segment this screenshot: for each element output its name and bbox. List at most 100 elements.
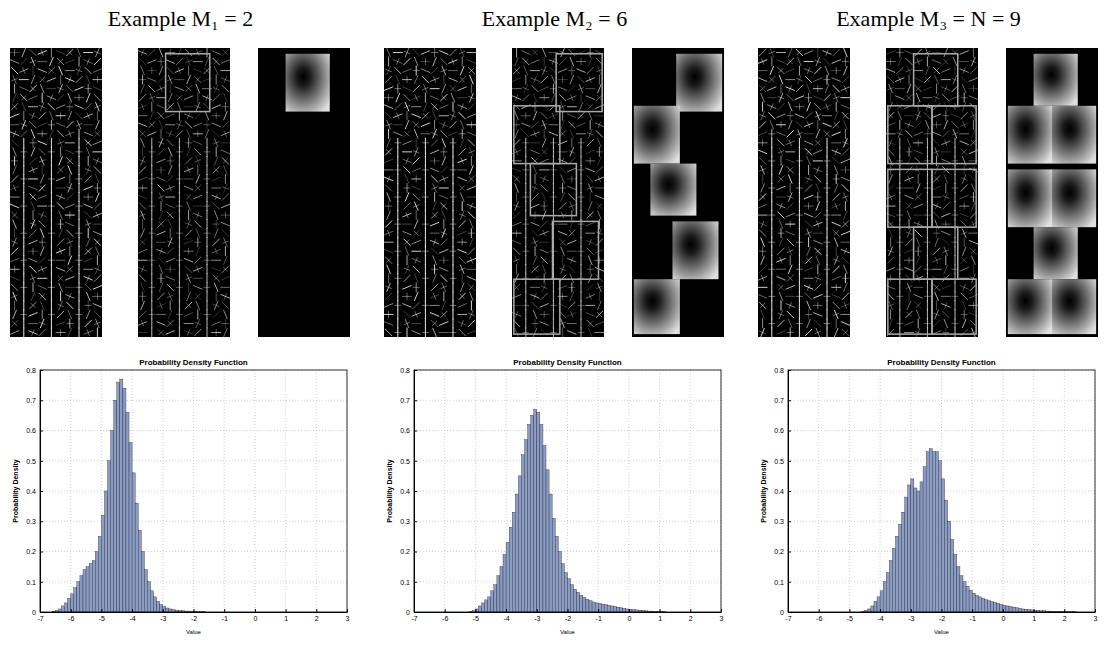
hog-stroke (94, 58, 101, 65)
image-bg (10, 48, 102, 337)
hog-stroke (212, 177, 221, 181)
hog-image (138, 48, 231, 338)
hog-stroke (222, 121, 229, 128)
hog-stroke (553, 201, 554, 211)
hog-stroke (462, 273, 463, 283)
hog-stroke (50, 111, 54, 120)
hog-stroke (415, 94, 418, 100)
hog-stroke (193, 123, 202, 127)
hog-stroke (49, 68, 54, 73)
hog-stroke (449, 121, 456, 128)
tick: 3 (720, 609, 724, 622)
hog-stroke (167, 212, 174, 219)
hog-stroke (160, 85, 163, 91)
hog-stroke (38, 285, 47, 289)
deformation-cost (672, 221, 718, 279)
hog-stroke (422, 142, 429, 143)
hog-stroke (470, 238, 474, 247)
hog-stroke (214, 211, 218, 220)
hog-stroke (213, 87, 219, 90)
hog-stroke (31, 129, 35, 138)
hog-stroke (466, 52, 476, 53)
hog-stroke (20, 151, 27, 152)
hog-stroke (13, 93, 17, 102)
hog-stroke (223, 158, 228, 163)
hog-stroke (57, 203, 64, 210)
grid-line (414, 551, 721, 552)
image-bg (632, 48, 724, 337)
hog-stroke (453, 201, 454, 211)
hog-stroke (588, 328, 592, 337)
hog-stroke (39, 221, 46, 228)
hog-stroke (11, 284, 18, 291)
hog-stroke (586, 150, 595, 154)
hog-stroke (449, 85, 456, 92)
hog-stroke (522, 142, 529, 143)
hog-stroke (139, 275, 146, 282)
hog-stroke (402, 141, 411, 145)
hog-stroke (142, 147, 143, 157)
hog-stroke (522, 251, 529, 252)
hog-stroke (141, 301, 145, 310)
grid-line (414, 460, 721, 461)
hog-stroke (544, 273, 545, 283)
image-bg (512, 48, 604, 337)
tick-label: 1 (658, 615, 662, 622)
hog-stroke (541, 184, 548, 191)
hog-stroke (459, 329, 466, 336)
hog-stroke (422, 332, 429, 333)
hog-stroke (514, 177, 519, 182)
hog-stroke (94, 105, 100, 108)
hog-stroke (51, 219, 52, 229)
hog-stroke (442, 84, 446, 93)
hog-stroke (184, 186, 193, 190)
hog-stroke (57, 304, 63, 307)
hog-stroke (516, 264, 517, 274)
hog-stroke (170, 84, 171, 94)
hog-stroke (148, 85, 155, 92)
hog-stroke (596, 311, 603, 318)
hog-stroke (469, 285, 474, 290)
hog-stroke (422, 87, 428, 90)
hog-stroke (402, 231, 411, 235)
hog-stroke (453, 255, 454, 265)
hog-stroke (159, 66, 163, 75)
hog-stroke (468, 139, 475, 146)
grid (414, 370, 721, 612)
hog-stroke (469, 68, 474, 73)
hog-stroke (68, 76, 71, 82)
hog-stroke (39, 184, 46, 191)
hog-stroke (68, 111, 72, 120)
hog-stroke (450, 278, 457, 279)
hog-stroke (151, 165, 152, 175)
hog-stroke (450, 197, 457, 198)
hog-stroke (515, 129, 519, 138)
hog-stroke (206, 94, 209, 100)
tick-mark (40, 491, 43, 492)
hog-stroke (97, 111, 98, 121)
hog-stroke (453, 210, 454, 220)
hog-stroke (39, 257, 46, 264)
hog-stroke (561, 192, 565, 201)
chart-title: Probability Density Function (139, 358, 248, 367)
deformation-cost (650, 164, 696, 216)
hog-stroke (141, 104, 144, 110)
hog-stroke (568, 287, 575, 288)
hog-stroke (567, 251, 577, 252)
hog-stroke (20, 287, 27, 288)
hog-stroke (541, 293, 548, 300)
hog-stroke (440, 311, 447, 318)
hog-stroke (224, 131, 227, 137)
hog-stroke (397, 156, 398, 166)
hog-stroke (562, 328, 563, 338)
hog-stroke (167, 284, 174, 291)
hog-stroke (139, 79, 146, 80)
hog-stroke (10, 114, 19, 118)
hog-stroke (586, 168, 595, 172)
hog-stroke (588, 57, 592, 66)
hog-stroke (407, 293, 408, 300)
hog-stroke (214, 283, 218, 292)
hog-stroke (393, 132, 402, 136)
panel: Example M₁ = 2-7-6-5-4-3-2-1012300.10.20… (10, 6, 350, 635)
hog-stroke (84, 186, 93, 190)
